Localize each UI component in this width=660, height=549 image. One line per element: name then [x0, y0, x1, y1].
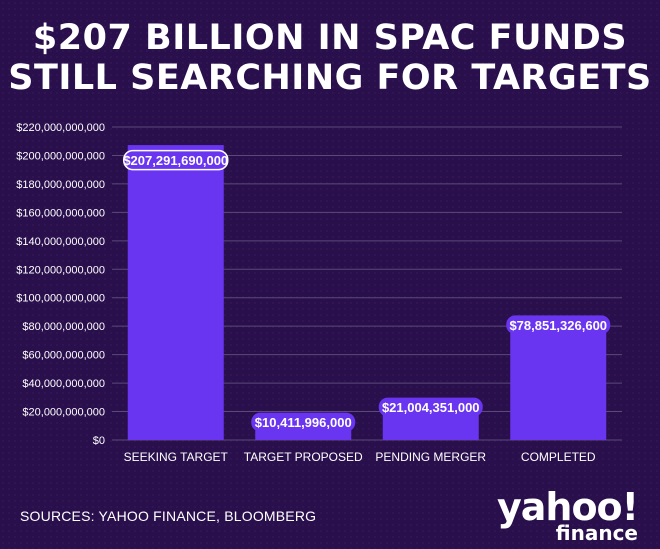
y-tick-label: $60,000,000,000 [22, 350, 105, 362]
y-tick-label: $40,000,000,000 [22, 378, 105, 390]
source-note: SOURCES: YAHOO FINANCE, BLOOMBERG [20, 508, 317, 524]
data-label-bg [378, 397, 483, 417]
y-tick-label: $100,000,000,000 [16, 293, 105, 305]
yahoo-finance-logo: yahoo! finance [496, 485, 639, 545]
y-tick-label: $80,000,000,000 [22, 321, 105, 333]
data-label-bg [251, 412, 356, 432]
logo-line-1: yahoo! [496, 485, 639, 529]
chart-title-line-1: $207 BILLION IN SPAC FUNDS [32, 18, 628, 58]
logo-line-2: finance [555, 521, 638, 545]
data-label: $21,004,351,000 [382, 400, 480, 415]
y-tick-label: $160,000,000,000 [16, 207, 105, 219]
data-label: $78,851,326,600 [509, 318, 607, 333]
y-tick-label: $140,000,000,000 [16, 236, 105, 248]
y-tick-label: $20,000,000,000 [22, 407, 105, 419]
data-label-bg [506, 315, 611, 335]
data-label: $10,411,996,000 [255, 415, 352, 430]
data-label: $207,291,690,000 [123, 153, 228, 168]
y-tick-label: $180,000,000,000 [16, 179, 105, 191]
x-tick-label: COMPLETED [521, 450, 596, 464]
y-tick-label: $220,000,000,000 [16, 122, 105, 134]
x-tick-label: SEEKING TARGET [124, 450, 229, 464]
bar [510, 327, 607, 440]
y-tick-label: $200,000,000,000 [16, 150, 105, 162]
y-tick-label: $0 [93, 435, 105, 447]
bar [127, 145, 224, 441]
chart-title: $207 BILLION IN SPAC FUNDS STILL SEARCHI… [0, 18, 660, 98]
x-tick-label: PENDING MERGER [375, 450, 486, 464]
x-tick-label: TARGET PROPOSED [244, 450, 363, 464]
y-tick-label: $120,000,000,000 [16, 264, 105, 276]
chart-title-line-2: STILL SEARCHING FOR TARGETS [8, 58, 652, 98]
data-label-bg [123, 149, 229, 171]
